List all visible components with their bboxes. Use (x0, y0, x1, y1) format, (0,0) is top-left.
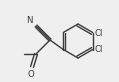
Text: Cl: Cl (95, 29, 103, 38)
Text: O: O (28, 70, 34, 79)
Text: N: N (27, 16, 33, 25)
Text: Cl: Cl (95, 45, 103, 54)
